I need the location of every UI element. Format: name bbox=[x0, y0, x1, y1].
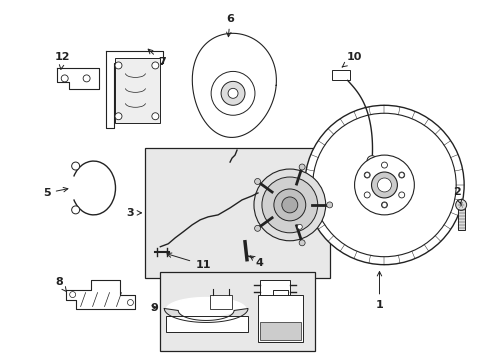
Text: 8: 8 bbox=[55, 276, 66, 292]
Circle shape bbox=[72, 206, 80, 214]
Circle shape bbox=[61, 75, 68, 82]
Circle shape bbox=[152, 113, 159, 120]
Circle shape bbox=[371, 172, 397, 198]
Circle shape bbox=[304, 105, 463, 265]
Bar bbox=[260, 323, 300, 340]
Bar bbox=[105, 50, 163, 128]
Circle shape bbox=[227, 88, 238, 98]
Circle shape bbox=[83, 75, 90, 82]
Text: 2: 2 bbox=[452, 187, 461, 204]
Bar bbox=[115, 58, 160, 123]
Polygon shape bbox=[166, 298, 245, 327]
Circle shape bbox=[281, 197, 297, 213]
Text: 4: 4 bbox=[250, 256, 264, 268]
Circle shape bbox=[152, 62, 159, 69]
Circle shape bbox=[211, 71, 254, 115]
Circle shape bbox=[398, 172, 404, 178]
Circle shape bbox=[398, 192, 404, 198]
Circle shape bbox=[262, 177, 317, 233]
Bar bbox=[160, 272, 314, 351]
Text: 9: 9 bbox=[150, 302, 158, 312]
Circle shape bbox=[72, 162, 80, 170]
Polygon shape bbox=[105, 50, 163, 128]
Bar bbox=[331, 71, 349, 80]
Text: 10: 10 bbox=[342, 53, 362, 67]
Circle shape bbox=[364, 192, 369, 198]
Text: 1: 1 bbox=[375, 271, 383, 310]
Circle shape bbox=[398, 172, 404, 177]
Circle shape bbox=[297, 224, 302, 229]
Polygon shape bbox=[192, 33, 276, 138]
Circle shape bbox=[115, 62, 122, 69]
Circle shape bbox=[381, 162, 386, 168]
Circle shape bbox=[254, 225, 260, 231]
Circle shape bbox=[254, 179, 260, 184]
Circle shape bbox=[253, 169, 325, 241]
Text: 5: 5 bbox=[43, 188, 68, 198]
Bar bbox=[210, 294, 232, 309]
Text: 7: 7 bbox=[148, 49, 166, 67]
Circle shape bbox=[221, 81, 244, 105]
Circle shape bbox=[364, 172, 369, 178]
Circle shape bbox=[127, 300, 133, 306]
Bar bbox=[166, 316, 247, 332]
Text: 11: 11 bbox=[167, 253, 210, 270]
Circle shape bbox=[381, 202, 386, 207]
Bar bbox=[457, 208, 464, 230]
Polygon shape bbox=[57, 68, 99, 89]
Circle shape bbox=[115, 113, 122, 120]
Text: 12: 12 bbox=[55, 53, 70, 69]
Circle shape bbox=[377, 178, 390, 192]
Text: 3: 3 bbox=[126, 208, 141, 218]
Circle shape bbox=[381, 202, 386, 208]
Circle shape bbox=[326, 202, 332, 208]
Circle shape bbox=[455, 199, 466, 210]
Polygon shape bbox=[164, 309, 247, 323]
Circle shape bbox=[299, 240, 305, 246]
Circle shape bbox=[354, 155, 413, 215]
Bar bbox=[145, 148, 329, 278]
Bar bbox=[260, 280, 289, 298]
Bar bbox=[258, 294, 302, 342]
Text: 6: 6 bbox=[225, 14, 234, 37]
Circle shape bbox=[69, 292, 76, 298]
Polygon shape bbox=[65, 280, 135, 310]
Circle shape bbox=[273, 189, 305, 221]
Circle shape bbox=[299, 164, 305, 170]
Circle shape bbox=[366, 156, 376, 166]
Circle shape bbox=[364, 172, 369, 177]
